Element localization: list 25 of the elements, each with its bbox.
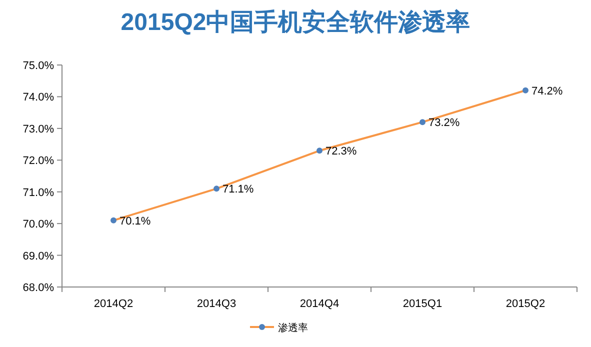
point — [420, 119, 426, 126]
y-tick-label: 71.0% — [22, 186, 54, 199]
point — [522, 87, 528, 94]
data-label: 72.3% — [326, 146, 357, 158]
y-tick-label: 68.0% — [22, 282, 54, 294]
y-tick-label: 75.0% — [22, 60, 54, 72]
point — [110, 217, 116, 224]
data-label: 74.2% — [532, 85, 563, 98]
y-tick-label: 74.0% — [22, 92, 54, 104]
y-tick-label: 70.0% — [22, 218, 54, 231]
data-label: 70.1% — [120, 215, 151, 228]
y-tick-label: 69.0% — [22, 250, 54, 262]
x-tick-label: 2014Q4 — [300, 298, 340, 310]
x-tick-label: 2014Q3 — [196, 298, 236, 310]
y-tick-label: 73.0% — [22, 123, 54, 136]
x-tick-label: 2014Q2 — [94, 298, 134, 310]
legend-label: 渗透率 — [278, 322, 308, 334]
point — [316, 148, 322, 154]
data-label: 73.2% — [428, 117, 460, 130]
y-tick-label: 72.0% — [22, 155, 54, 168]
x-tick-label: 2015Q1 — [402, 298, 442, 310]
data-label: 71.1% — [222, 184, 254, 196]
chart-title: 2015Q2中国手机安全软件渗透率 — [120, 9, 470, 36]
point — [214, 186, 220, 192]
x-tick-label: 2015Q2 — [506, 298, 546, 310]
